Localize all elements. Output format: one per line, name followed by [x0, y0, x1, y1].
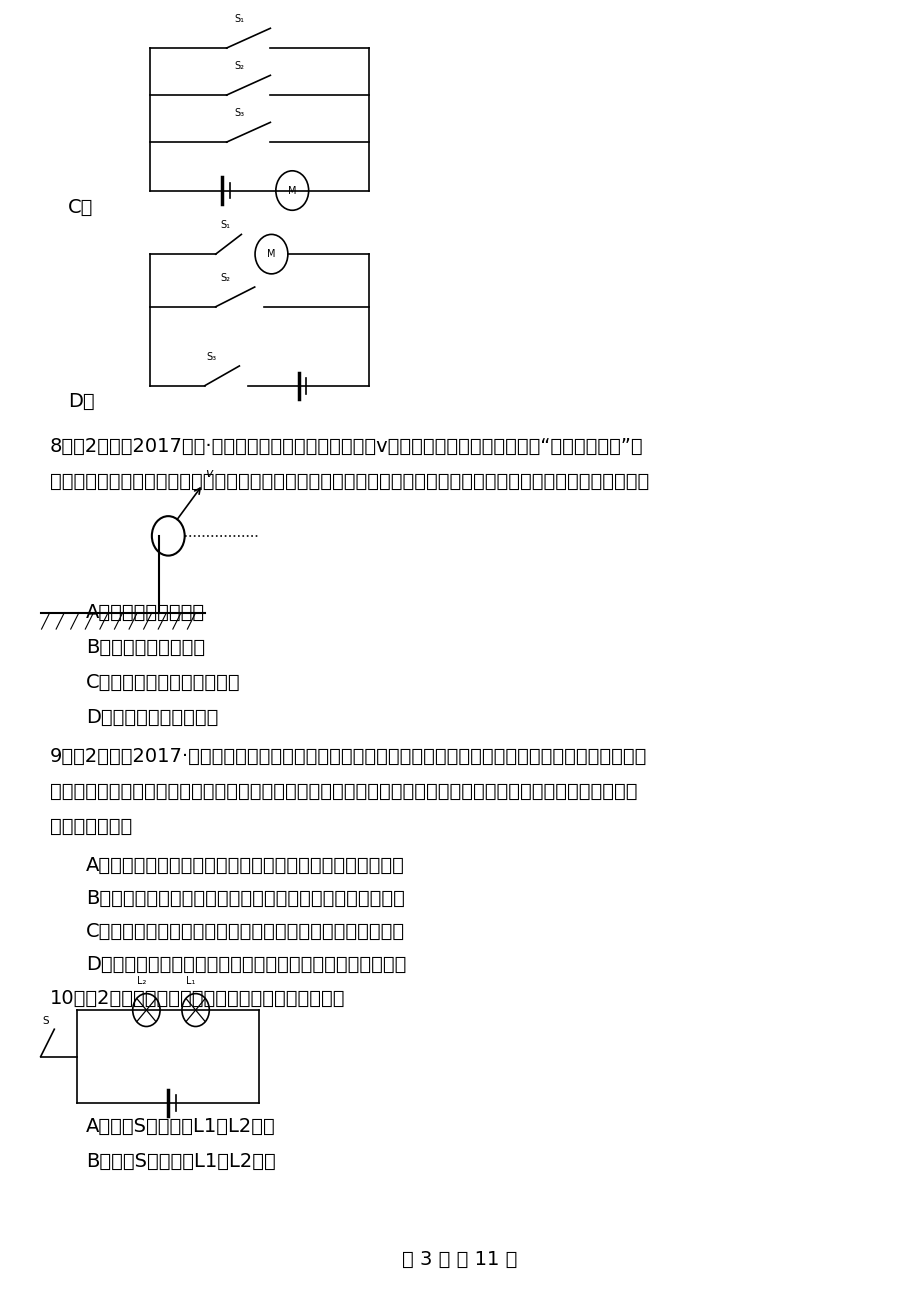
Text: S₃: S₃ [234, 108, 244, 118]
Text: C．动能先减小后增大，重力势能先增大后减小，机械能增大: C．动能先减小后增大，重力势能先增大后减小，机械能增大 [86, 922, 405, 941]
Text: C．: C． [68, 198, 93, 216]
Text: B．开关S断开时，L1和L2并联: B．开关S断开时，L1和L2并联 [86, 1152, 276, 1172]
Text: L₂: L₂ [137, 976, 146, 986]
Text: M: M [288, 186, 296, 195]
Text: S₁: S₁ [220, 220, 230, 230]
Text: M: M [267, 249, 276, 259]
Text: S₂: S₂ [220, 272, 230, 283]
Text: 8．（2分）（2017九上·江苏期中）如图所示，图中速度v的方向是小强同学在体育中考“原地掷实心球”项: 8．（2分）（2017九上·江苏期中）如图所示，图中速度v的方向是小强同学在体育… [50, 436, 642, 456]
Text: 第 3 页 共 11 页: 第 3 页 共 11 页 [402, 1250, 517, 1269]
Text: 地位．比赛中，跳水运动员从腾空跳起向上运动后再向下落入水中，若不计空气阻力，在整个空中运动过程中，运: 地位．比赛中，跳水运动员从腾空跳起向上运动后再向下落入水中，若不计空气阻力，在整… [50, 781, 637, 801]
Text: 动员的（　　）: 动员的（ ） [50, 816, 131, 836]
Text: C．球到达最高点时速度最大: C．球到达最高点时速度最大 [86, 673, 241, 693]
Text: A．开关S断开时，L1和L2串联: A．开关S断开时，L1和L2串联 [86, 1117, 276, 1137]
Text: 10．（2分）如右图所示，以下说法正确的是（　　）: 10．（2分）如右图所示，以下说法正确的是（ ） [50, 990, 345, 1008]
Text: B．动能先增大后减小，重力势能减小先后增大，机械能不变: B．动能先增大后减小，重力势能减小先后增大，机械能不变 [86, 889, 404, 909]
Text: D．: D． [68, 392, 95, 410]
Text: S: S [42, 1016, 49, 1026]
Text: S₃: S₃ [207, 352, 217, 362]
Text: S₁: S₁ [234, 14, 244, 23]
Text: A．球出手时动能最大: A．球出手时动能最大 [86, 603, 205, 622]
Text: S₂: S₂ [234, 61, 244, 70]
Text: D．球的机械能保持不变: D．球的机械能保持不变 [86, 708, 219, 728]
Text: v: v [205, 467, 212, 480]
Text: 目测试中球出手时的飞行方向．从球出手到落地的过程，不计空气阻力，下面关于机械能的说法正确的是　（　　）: 目测试中球出手时的飞行方向．从球出手到落地的过程，不计空气阻力，下面关于机械能的… [50, 471, 648, 491]
Text: D．动能先增大后减小，重力势能先减小后增大，机械能减小: D．动能先增大后减小，重力势能先减小后增大，机械能减小 [86, 956, 406, 974]
Text: L₁: L₁ [187, 976, 196, 986]
Text: B．球出手时势能最大: B．球出手时势能最大 [86, 638, 205, 658]
Text: A．动能先减小后增大，重力势能先增大后减小，机械能不变: A．动能先减小后增大，重力势能先增大后减小，机械能不变 [86, 857, 404, 875]
Text: 9．（2分）（2017·齐齐哈尔模拟）跳水运动是奥运会的正式项目，我国运动员在该项目上一直处于国际领先: 9．（2分）（2017·齐齐哈尔模拟）跳水运动是奥运会的正式项目，我国运动员在该… [50, 747, 646, 766]
